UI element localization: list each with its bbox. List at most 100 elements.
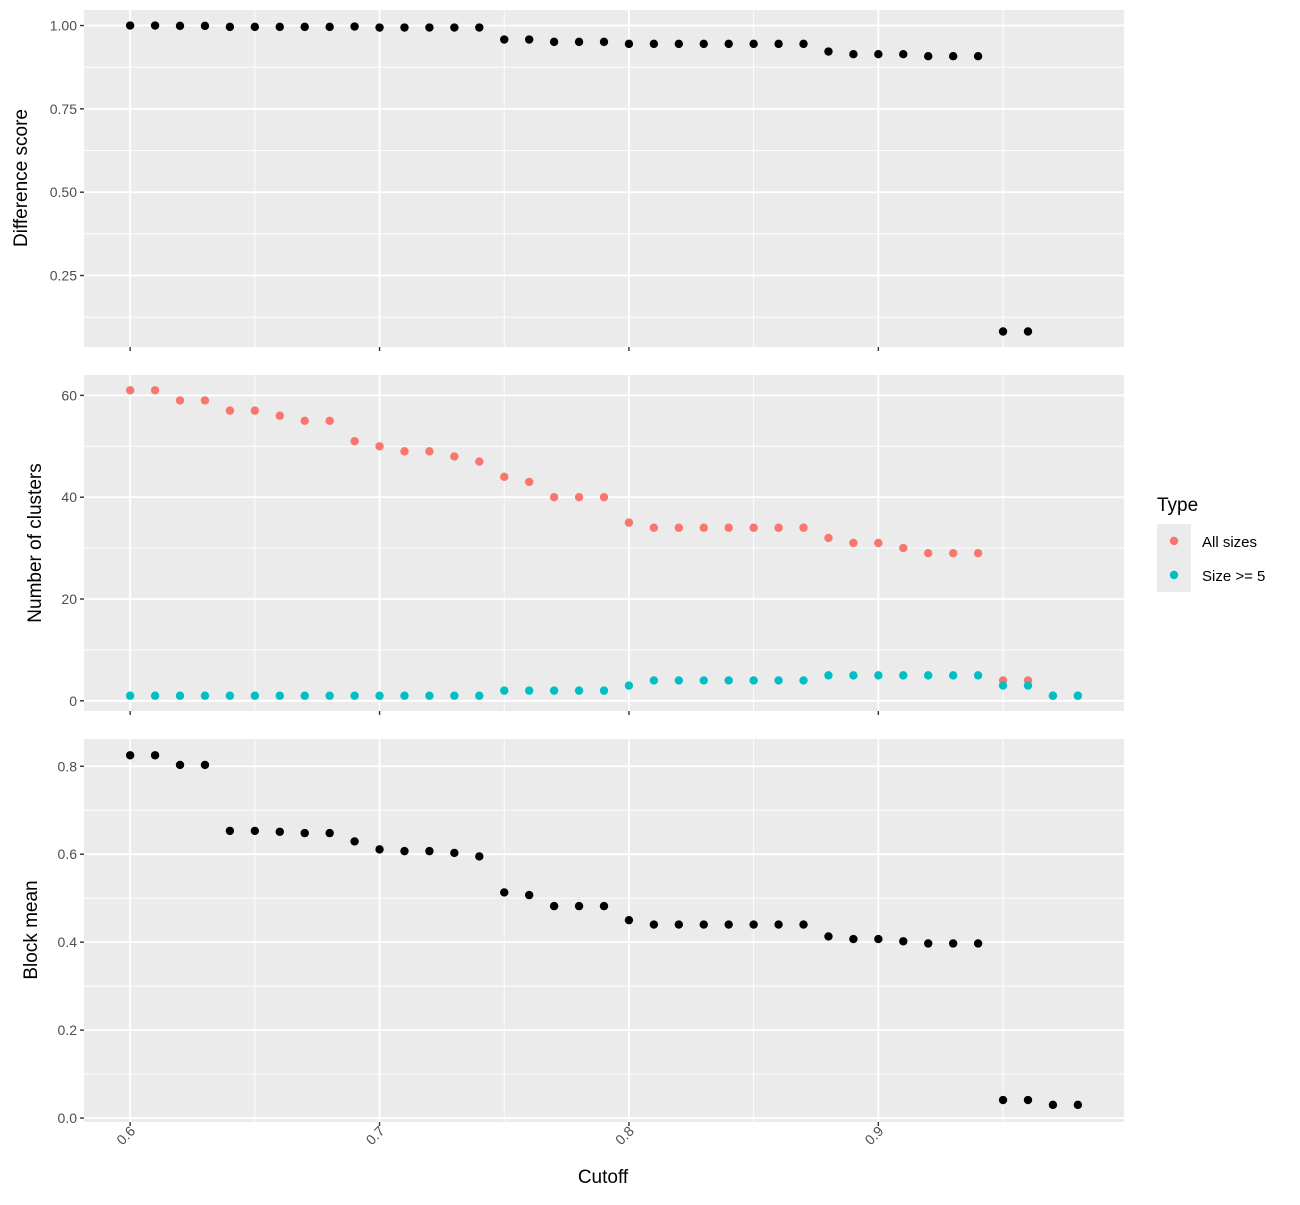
data-point-size-5 [500, 686, 509, 695]
data-point-block-mean [250, 826, 260, 836]
y-tick-label: 0.6 [58, 846, 78, 862]
data-point-size-5 [649, 676, 659, 685]
gridlines [84, 10, 1124, 1122]
data-point-block-mean [375, 845, 384, 854]
data-point-difference-score [874, 49, 883, 59]
data-point-size-5 [774, 676, 783, 685]
data-point-all-sizes [699, 523, 708, 532]
legend: Type All sizes Size >= 5 [1157, 495, 1265, 592]
data-point-block-mean [924, 939, 933, 948]
data-point-difference-score [250, 22, 260, 32]
data-point-size-5 [1048, 691, 1058, 700]
data-point-difference-score [375, 23, 384, 32]
data-point-block-mean [325, 828, 334, 838]
data-point-size-5 [1073, 691, 1083, 700]
y-tick-label: 60 [61, 387, 77, 403]
data-point-block-mean [724, 920, 733, 929]
data-point-block-mean [300, 828, 309, 838]
data-point-difference-score [125, 21, 135, 30]
data-point-difference-score [948, 51, 958, 61]
data-point-size-5 [724, 676, 733, 685]
data-point-all-sizes [799, 523, 808, 532]
data-point-all-sizes [325, 416, 334, 426]
data-point-size-5 [824, 671, 833, 680]
data-point-block-mean [824, 932, 833, 941]
data-point-block-mean [225, 826, 235, 836]
data-point-size-5 [674, 676, 684, 685]
data-point-difference-score [275, 22, 284, 32]
data-point-difference-score [749, 39, 758, 49]
data-point-all-sizes [649, 523, 659, 532]
data-point-size-5 [749, 676, 758, 685]
data-point-block-mean [973, 939, 983, 948]
data-point-size-5 [849, 671, 858, 680]
data-point-block-mean [799, 920, 808, 929]
data-point-all-sizes [924, 548, 933, 558]
data-point-size-5 [998, 681, 1008, 690]
data-point-all-sizes [425, 447, 434, 456]
data-point-block-mean [275, 827, 284, 836]
data-point-block-mean [674, 920, 684, 929]
data-point-block-mean [624, 915, 634, 925]
data-point-size-5 [948, 671, 958, 680]
y-tick-label: 0.25 [50, 268, 77, 284]
data-point-block-mean [574, 901, 584, 911]
data-point-size-5 [799, 676, 808, 685]
data-point-all-sizes [524, 477, 534, 487]
y-tick-label: 0.75 [50, 101, 77, 117]
data-point-block-mean [200, 760, 210, 770]
data-point-difference-score [300, 22, 309, 32]
data-point-all-sizes [400, 447, 409, 456]
data-point-all-sizes [375, 442, 384, 451]
data-point-all-sizes [275, 411, 284, 420]
data-point-size-5 [924, 671, 933, 680]
data-point-difference-score [225, 22, 235, 32]
data-point-all-sizes [824, 533, 833, 543]
data-point-size-5 [350, 691, 359, 700]
data-point-difference-score [624, 39, 634, 49]
data-point-block-mean [1048, 1100, 1058, 1110]
data-point-size-5 [150, 691, 160, 700]
data-point-block-mean [400, 846, 409, 856]
data-point-block-mean [599, 901, 609, 911]
data-point-size-5 [200, 691, 210, 700]
data-point-all-sizes [475, 457, 484, 466]
data-point-all-sizes [500, 472, 509, 482]
data-point-size-5 [375, 691, 384, 700]
data-point-difference-score [774, 39, 783, 49]
y-tick-label: 0.8 [58, 758, 78, 774]
data-point-size-5 [549, 686, 559, 695]
legend-marker-all-sizes [1169, 536, 1179, 546]
data-point-difference-score [475, 23, 484, 32]
data-point-difference-score [973, 51, 983, 61]
data-point-all-sizes [175, 396, 185, 405]
data-point-block-mean [774, 920, 783, 929]
y-axis-title-block-mean: Block mean [21, 880, 42, 979]
y-tick-label: 1.00 [50, 18, 77, 34]
data-point-block-mean [948, 939, 958, 948]
data-point-size-5 [325, 691, 334, 700]
data-point-difference-score [524, 35, 534, 44]
legend-title: Type [1157, 495, 1198, 516]
y-tick-label: 0.2 [58, 1022, 78, 1038]
data-point-all-sizes [450, 452, 459, 461]
data-point-block-mean [549, 901, 559, 911]
panel-background-block-mean [84, 739, 1124, 1122]
data-point-difference-score [574, 37, 584, 47]
data-point-size-5 [475, 691, 484, 700]
data-point-difference-score [998, 327, 1008, 336]
data-point-block-mean [874, 934, 883, 944]
y-tick-label: 0.4 [58, 934, 78, 950]
data-points [125, 21, 1083, 1110]
data-point-difference-score [699, 39, 708, 49]
data-point-difference-score [400, 23, 409, 32]
data-point-block-mean [475, 852, 484, 861]
data-point-all-sizes [574, 492, 584, 502]
data-point-difference-score [450, 23, 459, 32]
data-point-size-5 [125, 691, 135, 700]
data-point-size-5 [425, 691, 434, 700]
data-point-difference-score [674, 39, 684, 49]
data-point-all-sizes [225, 406, 235, 415]
data-point-size-5 [400, 691, 409, 700]
